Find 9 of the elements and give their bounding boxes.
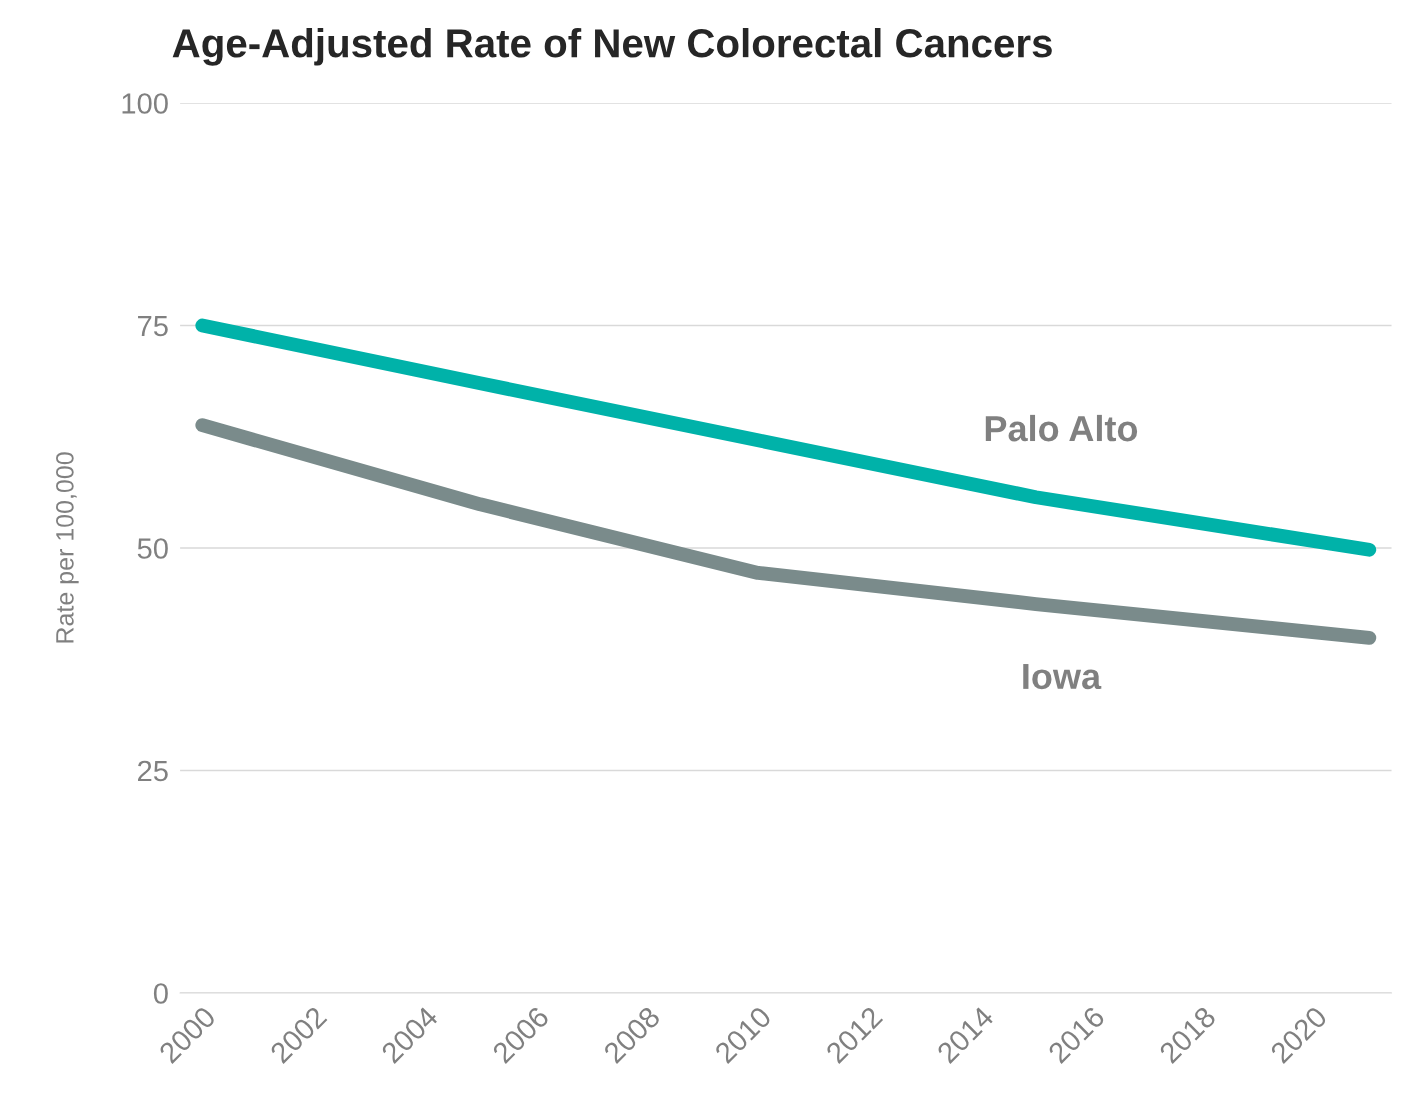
- y-tick-label: 100: [122, 93, 168, 114]
- y-tick-label: 0: [153, 983, 168, 1004]
- series-label: Palo Alto: [985, 414, 1138, 442]
- chart-title: Age-Adjusted Rate of New Colorectal Cancers: [172, 27, 1052, 66]
- y-tick-label: 50: [137, 538, 168, 559]
- y-axis-title: Rate per 100,000: [56, 452, 79, 643]
- y-tick-label: 75: [138, 315, 168, 337]
- y-tick-label: 25: [138, 760, 168, 782]
- series-label: Iowa: [1023, 664, 1102, 690]
